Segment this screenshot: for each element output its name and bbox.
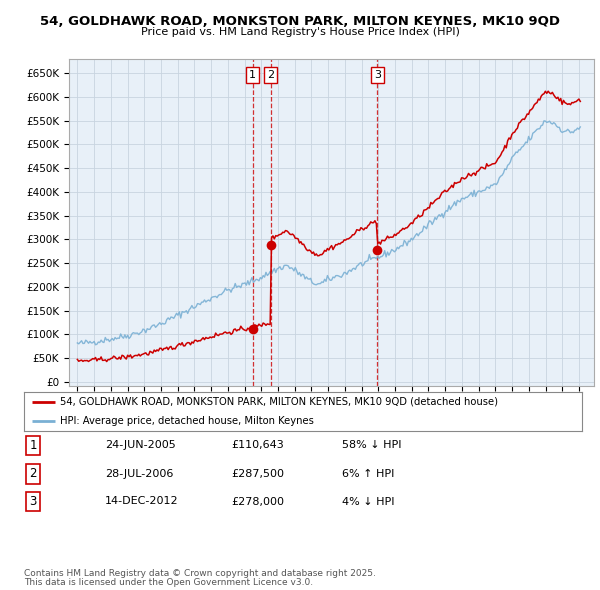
Text: Contains HM Land Registry data © Crown copyright and database right 2025.: Contains HM Land Registry data © Crown c… [24,569,376,578]
Text: Price paid vs. HM Land Registry's House Price Index (HPI): Price paid vs. HM Land Registry's House … [140,28,460,37]
Text: 2: 2 [29,467,37,480]
Text: 54, GOLDHAWK ROAD, MONKSTON PARK, MILTON KEYNES, MK10 9QD: 54, GOLDHAWK ROAD, MONKSTON PARK, MILTON… [40,15,560,28]
Text: 3: 3 [374,70,381,80]
Text: £278,000: £278,000 [231,497,284,506]
Text: 24-JUN-2005: 24-JUN-2005 [105,441,176,450]
Text: 58% ↓ HPI: 58% ↓ HPI [342,441,401,450]
Text: 54, GOLDHAWK ROAD, MONKSTON PARK, MILTON KEYNES, MK10 9QD (detached house): 54, GOLDHAWK ROAD, MONKSTON PARK, MILTON… [60,397,498,407]
Text: 2: 2 [267,70,274,80]
Text: 14-DEC-2012: 14-DEC-2012 [105,497,179,506]
Text: £110,643: £110,643 [231,441,284,450]
Text: 28-JUL-2006: 28-JUL-2006 [105,469,173,478]
Text: 6% ↑ HPI: 6% ↑ HPI [342,469,394,478]
Text: This data is licensed under the Open Government Licence v3.0.: This data is licensed under the Open Gov… [24,578,313,587]
Text: 1: 1 [29,439,37,452]
Text: 4% ↓ HPI: 4% ↓ HPI [342,497,395,506]
Text: 1: 1 [249,70,256,80]
Text: 3: 3 [29,495,37,508]
Text: £287,500: £287,500 [231,469,284,478]
Text: HPI: Average price, detached house, Milton Keynes: HPI: Average price, detached house, Milt… [60,416,314,426]
